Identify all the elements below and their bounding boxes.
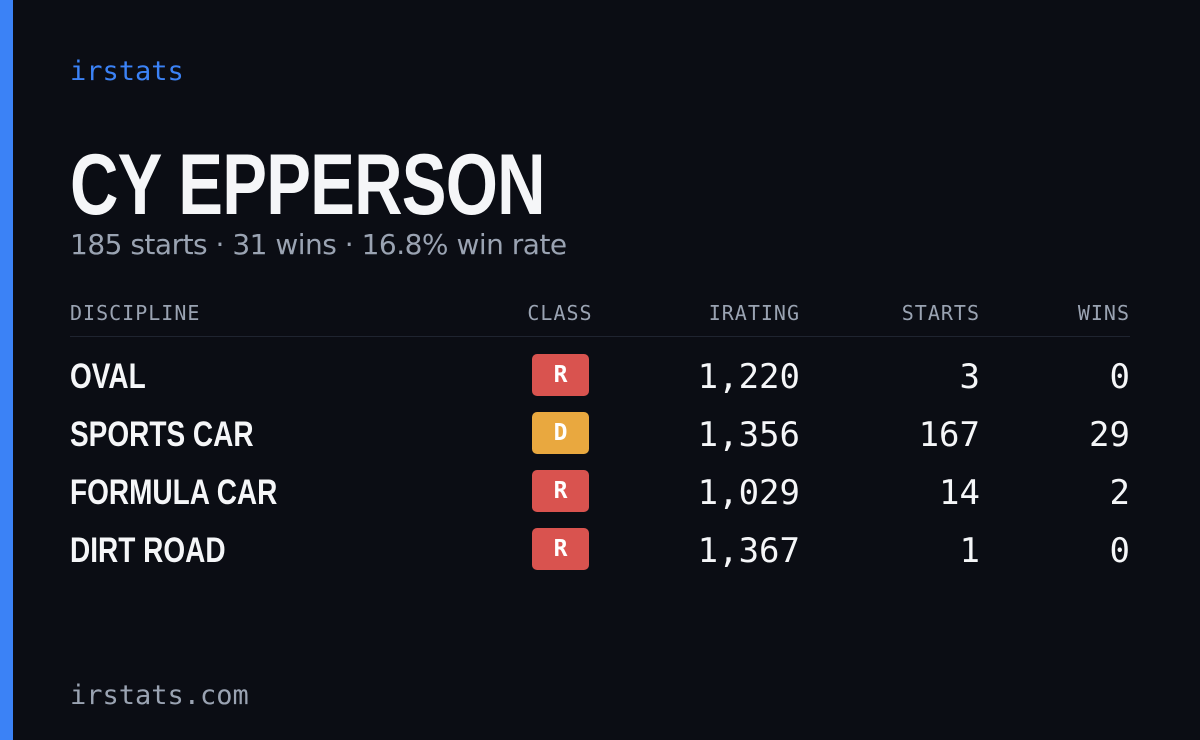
wins: 29: [1089, 415, 1130, 455]
column-header: STARTS: [901, 301, 980, 325]
wins: 0: [1109, 357, 1130, 397]
footer: irstats.com: [70, 680, 249, 711]
wins: 2: [1109, 473, 1130, 513]
discipline: SPORTS CAR: [70, 415, 254, 454]
column-header: IRATING: [708, 301, 800, 325]
brand: irstats: [70, 56, 184, 87]
column-header: CLASS: [527, 301, 593, 325]
irating: 1,220: [697, 357, 800, 397]
accent-bar: [0, 0, 13, 740]
discipline: OVAL: [70, 357, 146, 396]
class-badge: R: [532, 528, 589, 570]
irating: 1,029: [697, 473, 800, 513]
discipline: FORMULA CAR: [70, 473, 278, 512]
header-rule: [70, 336, 1130, 337]
discipline: DIRT ROAD: [70, 531, 226, 570]
irating: 1,356: [697, 415, 800, 455]
driver-summary: 185 starts · 31 wins · 16.8% win rate: [70, 228, 567, 261]
starts: 3: [959, 357, 980, 397]
irating: 1,367: [697, 531, 800, 571]
class-badge: D: [532, 412, 589, 454]
class-badge: R: [532, 470, 589, 512]
driver-name: CY EPPERSON: [70, 137, 546, 233]
column-header: DISCIPLINE: [70, 301, 201, 325]
starts: 1: [959, 531, 980, 571]
class-badge: R: [532, 354, 589, 396]
wins: 0: [1109, 531, 1130, 571]
column-header: WINS: [1077, 301, 1130, 325]
starts: 167: [918, 415, 980, 455]
starts: 14: [939, 473, 980, 513]
